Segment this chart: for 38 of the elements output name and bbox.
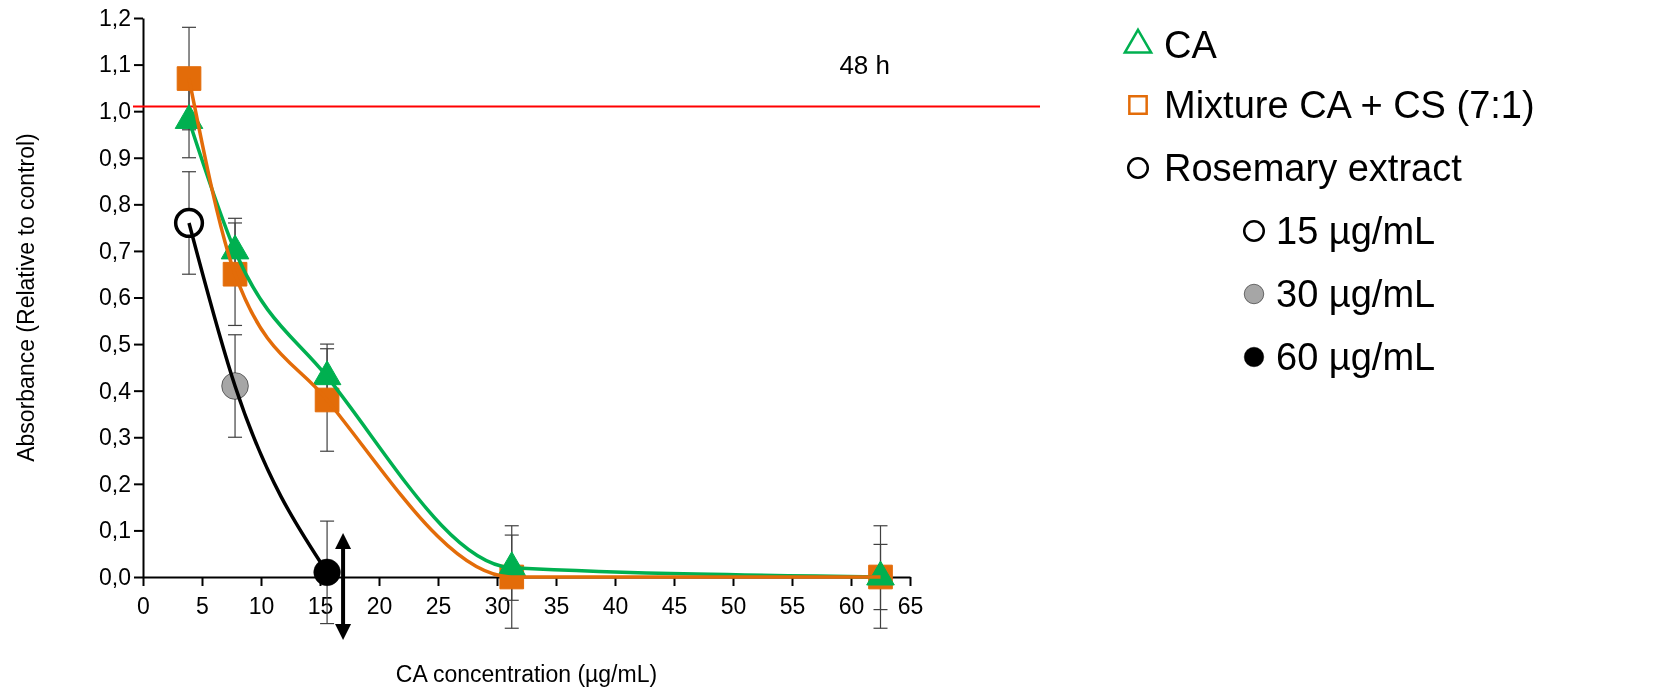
y-tick-label: 0,6 [99,284,131,311]
y-tick-label: 0,7 [99,237,131,264]
legend-label: 30 µg/mL [1276,273,1436,316]
x-tick-label: 15 [307,593,334,620]
x-tick-label: 20 [366,593,393,620]
legend-label: Rosemary extract [1164,147,1463,190]
x-tick-label: 60 [838,593,865,620]
x-tick-label: 30 [484,593,511,620]
y-tick-label: 1,1 [99,51,131,78]
x-tick-label: 0 [137,593,150,620]
y-tick-label: 0,0 [99,563,131,590]
x-tick-label: 50 [720,593,747,620]
legend-label: Mixture CA + CS (7:1) [1164,84,1535,127]
y-tick-label: 0,4 [99,377,132,404]
point [176,66,202,91]
x-tick-label: 45 [661,593,688,620]
legend-label: CA [1164,24,1218,67]
x-tick-label: 25 [425,593,452,620]
y-tick-label: 0,9 [99,144,131,171]
x-tick-label: 65 [897,593,924,620]
y-tick-label: 0,8 [99,191,131,218]
x-tick-label: 35 [543,593,570,620]
x-tick-label: 55 [779,593,806,620]
annotation: 48 h [839,50,890,80]
legend-label: 60 µg/mL [1276,336,1436,379]
y-tick-label: 1,0 [99,98,131,125]
y-axis-title: Absorbance (Relative to control) [13,133,39,462]
x-tick-label: 40 [602,593,629,620]
x-tick-label: 10 [248,593,275,620]
y-tick-label: 0,1 [99,517,131,544]
y-tick-label: 0,5 [99,330,131,357]
y-tick-label: 0,2 [99,470,131,497]
y-tick-label: 1,2 [99,4,131,31]
legend-label: 15 µg/mL [1276,210,1436,253]
x-tick-label: 5 [196,593,209,620]
x-axis-title: CA concentration (µg/mL) [395,661,658,687]
y-tick-label: 0,3 [99,424,131,451]
point [313,558,341,586]
